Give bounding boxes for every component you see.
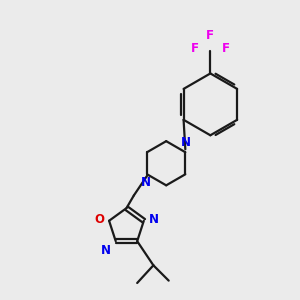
Text: F: F — [221, 42, 230, 55]
Text: N: N — [101, 244, 111, 256]
Text: F: F — [206, 29, 214, 42]
Text: N: N — [148, 213, 158, 226]
Text: N: N — [141, 176, 151, 189]
Text: F: F — [191, 42, 199, 55]
Text: O: O — [94, 213, 104, 226]
Text: N: N — [181, 136, 191, 149]
